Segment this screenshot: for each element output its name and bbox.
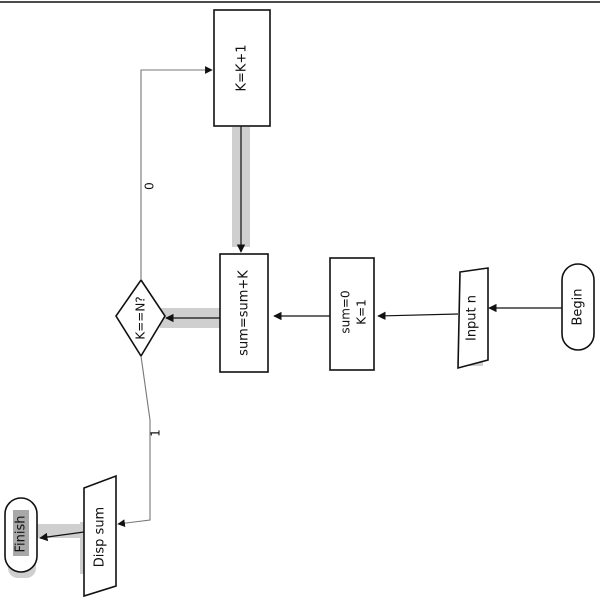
edge-input-init xyxy=(377,311,459,321)
yes-branch-label: 1 xyxy=(149,429,163,437)
edge-output-finish xyxy=(39,531,85,542)
edge-decision-output xyxy=(117,355,151,527)
init-node: sum=0 K=1 xyxy=(329,257,375,371)
finish-label: Finish xyxy=(14,515,29,552)
increment-label: K=K+1 xyxy=(235,44,250,91)
output-node: Disp sum xyxy=(83,474,117,598)
edge-decision-increment xyxy=(140,66,213,280)
init-line-2: K=1 xyxy=(355,299,369,325)
finish-terminator: Finish xyxy=(4,497,38,573)
accumulate-node: sum=sum+K xyxy=(219,253,269,373)
decision-node: K==N? xyxy=(115,278,166,358)
input-node: Input n xyxy=(457,267,489,370)
decision-label: K==N? xyxy=(134,296,148,339)
output-label: Disp sum xyxy=(93,507,108,567)
no-branch-label: 0 xyxy=(143,182,157,190)
input-label: Input n xyxy=(465,295,480,341)
increment-node: K=K+1 xyxy=(213,9,271,127)
begin-label: Begin xyxy=(571,288,586,325)
init-line-1: sum=0 xyxy=(339,290,353,333)
accumulate-label: sum=sum+K xyxy=(237,270,252,356)
begin-terminator: Begin xyxy=(561,263,595,351)
finish-label-highlight xyxy=(13,510,29,556)
